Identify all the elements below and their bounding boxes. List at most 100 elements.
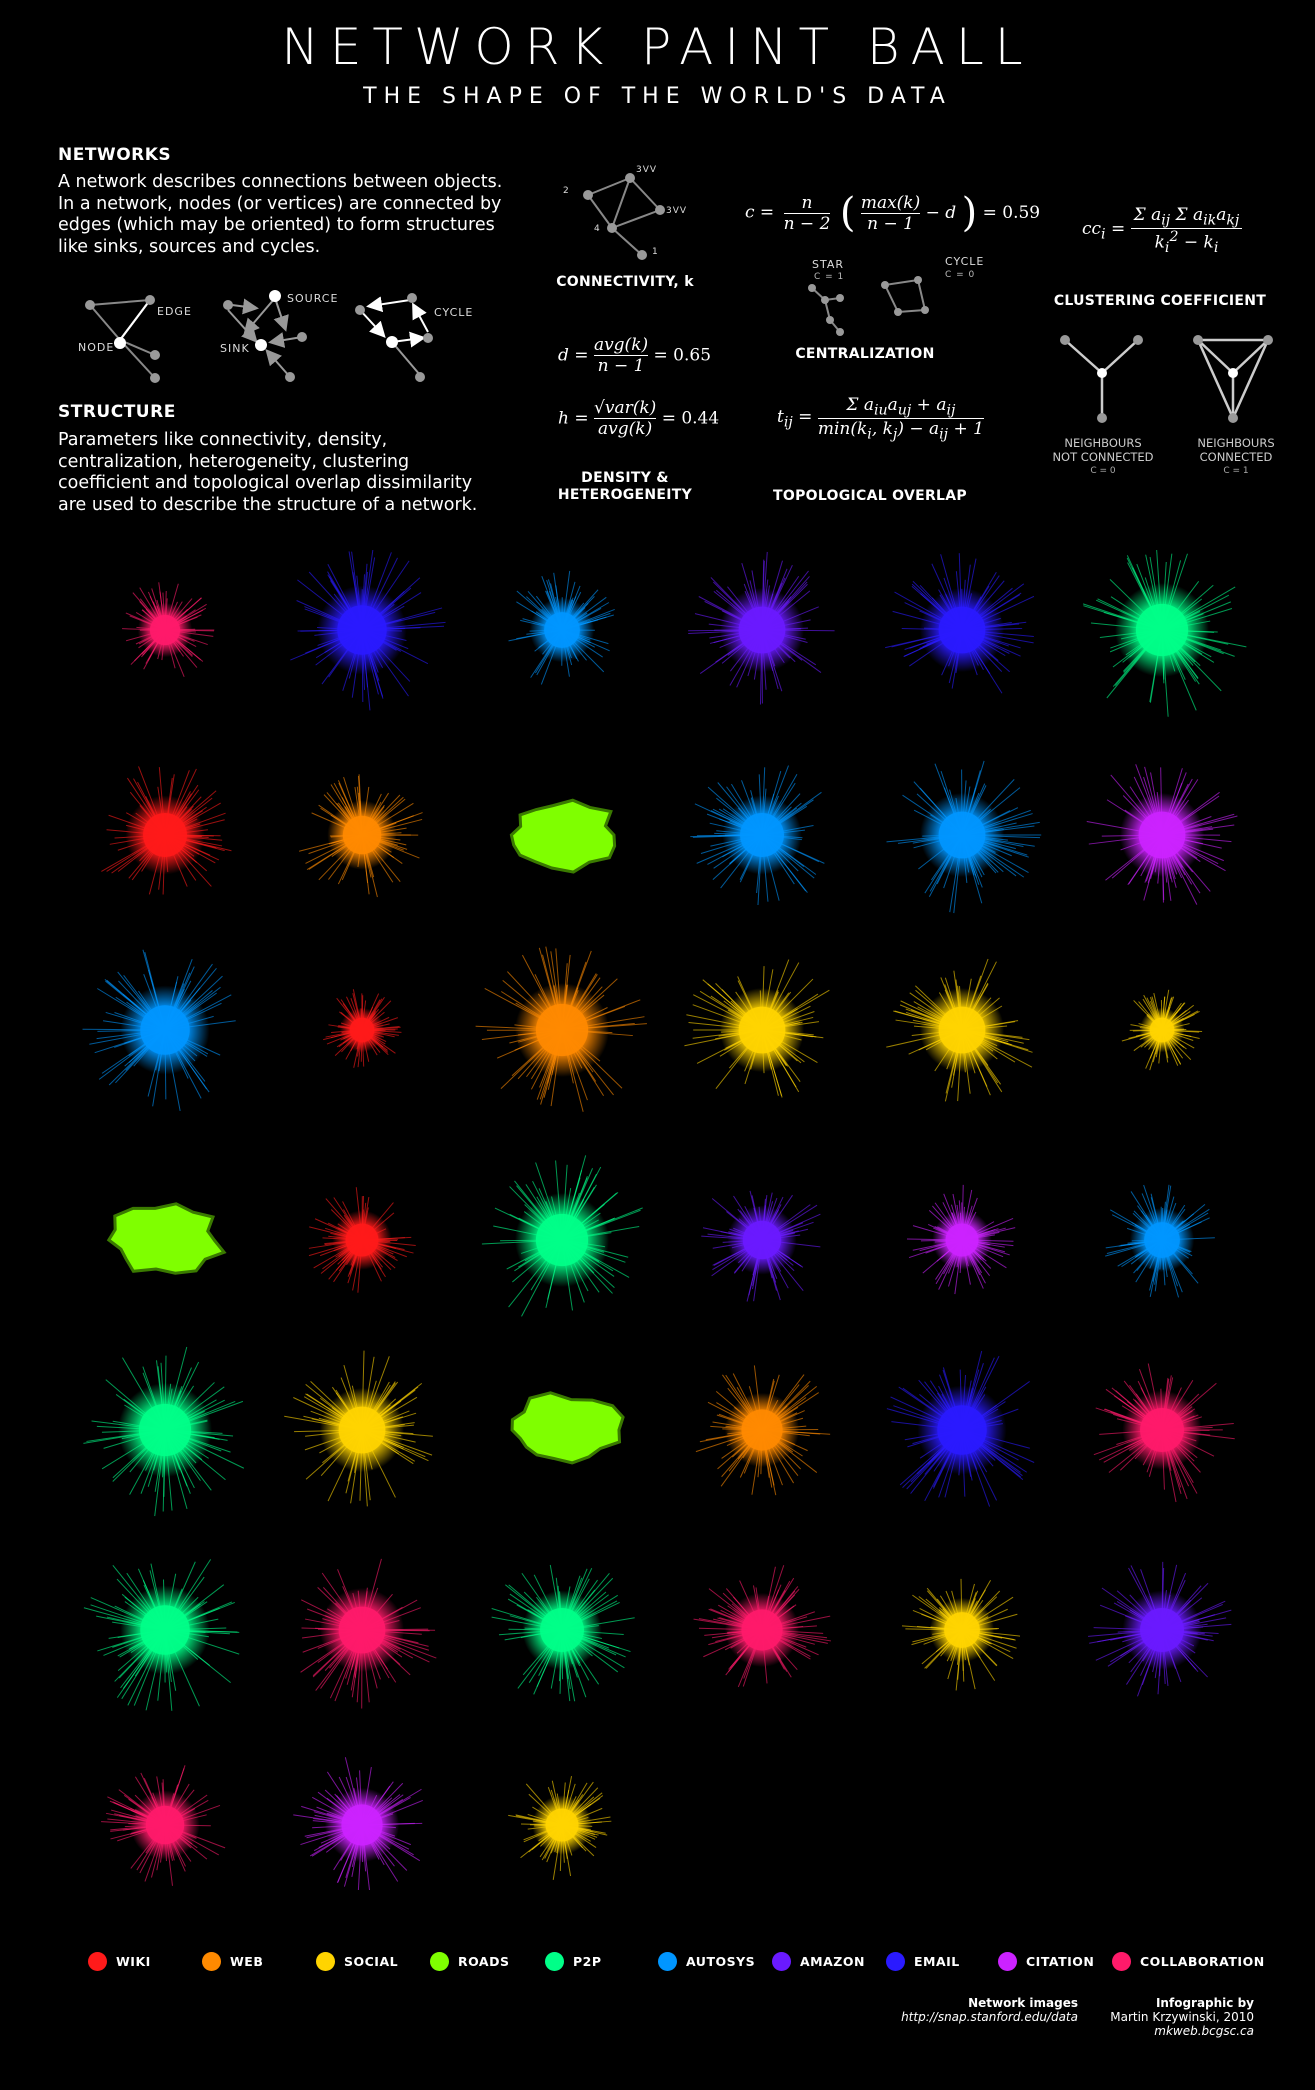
- network-blob: [693, 1565, 832, 1688]
- heterogeneity-value: = 0.44: [661, 408, 720, 429]
- network-blob: [886, 958, 1033, 1102]
- page-title: NETWORK PAINT BALL: [281, 18, 1034, 76]
- network-blob: [1121, 989, 1203, 1071]
- legend-label: ROADS: [458, 1954, 510, 1969]
- network-blob: [475, 946, 647, 1112]
- network-blob: [122, 582, 215, 677]
- network-blob: [684, 959, 830, 1098]
- neighbours-not-connected: NEIGHBOURS NOT CONNECTED C = 0: [1052, 436, 1154, 476]
- structure-heading: STRUCTURE: [58, 402, 176, 422]
- network-blob: [510, 1391, 625, 1465]
- network-blob: [508, 1776, 612, 1880]
- page-subtitle: THE SHAPE OF THE WORLD'S DATA: [363, 84, 952, 109]
- network-blob: [308, 1187, 416, 1293]
- legend-dot: [316, 1952, 335, 1971]
- network-blob: [906, 1184, 1016, 1295]
- legend-dot: [998, 1952, 1017, 1971]
- cycle-c-value: C = 0: [945, 270, 976, 280]
- sink-label: SINK: [220, 342, 250, 355]
- legend-item-roads: ROADS: [430, 1952, 509, 1971]
- network-blob: [901, 1578, 1021, 1691]
- cycle-example-label: CYCLE: [945, 255, 985, 268]
- cycle-label: CYCLE: [434, 306, 474, 319]
- conn-node-2: 2: [563, 186, 570, 196]
- cycle-diagram: [359, 296, 429, 348]
- legend-item-p2p: P2P: [545, 1952, 602, 1971]
- connectivity-diagram: [583, 173, 665, 260]
- networks-heading: NETWORKS: [58, 145, 172, 165]
- network-blob: [886, 1350, 1035, 1507]
- legend-label: SOCIAL: [344, 1954, 399, 1969]
- legend-label: P2P: [573, 1954, 602, 1969]
- network-blob: [293, 1757, 423, 1890]
- network-blob: [491, 1564, 635, 1702]
- network-blob: [300, 1558, 437, 1709]
- node-label: NODE: [78, 341, 115, 354]
- network-blob: [695, 1365, 831, 1496]
- network-blob: [323, 989, 402, 1068]
- network-blob: [508, 570, 615, 685]
- conn-node-3a: 3VV: [636, 165, 658, 175]
- legend-dot: [658, 1952, 677, 1971]
- network-blob-grid: [82, 550, 1247, 1890]
- infographic-credit: Infographic by Martin Krzywinski, 2010 m…: [1110, 1996, 1254, 2038]
- network-blob: [101, 1765, 226, 1886]
- clustering-diagram: [1060, 335, 1273, 423]
- network-blob: [1088, 1561, 1232, 1697]
- source-label: SOURCE: [287, 292, 339, 305]
- legend-item-wiki: WIKI: [88, 1952, 151, 1971]
- legend-dot: [88, 1952, 107, 1971]
- network-blob: [290, 550, 446, 711]
- network-blob: [106, 1202, 227, 1275]
- legend-label: WIKI: [116, 1954, 151, 1969]
- density-label: DENSITY & HETEROGENEITY: [557, 470, 693, 503]
- network-blob: [1093, 1363, 1235, 1503]
- centralization-diagram: [808, 276, 929, 336]
- conn-node-1: 1: [652, 247, 659, 257]
- network-blob: [886, 760, 1042, 914]
- network-blob: [481, 1155, 643, 1317]
- network-examples-diagram: [85, 290, 433, 383]
- clustering-equation: cci = Σ aij Σ aikakj ki2 − ki: [1082, 205, 1243, 256]
- conn-node-4: 4: [594, 224, 601, 234]
- heterogeneity-equation: h = √var(k) avg(k) = 0.44: [558, 398, 720, 439]
- neighbours-connected: NEIGHBOURS CONNECTED C = 1: [1197, 436, 1275, 476]
- connectivity-label: CONNECTIVITY, k: [556, 274, 694, 290]
- network-blob: [83, 1559, 240, 1711]
- legend-dot: [430, 1952, 449, 1971]
- legend-item-amazon: AMAZON: [772, 1952, 865, 1971]
- networks-text: A network describes connections between …: [58, 172, 503, 257]
- edge-label: EDGE: [157, 305, 192, 318]
- legend-item-autosys: AUTOSYS: [658, 1952, 755, 1971]
- centralization-label: CENTRALIZATION: [795, 346, 935, 362]
- legend-dot: [772, 1952, 791, 1971]
- network-blob: [82, 949, 236, 1112]
- legend-dot: [545, 1952, 564, 1971]
- network-blob: [298, 774, 423, 898]
- density-equation: d = avg(k) n − 1 = 0.65: [558, 335, 712, 376]
- legend-dot: [886, 1952, 905, 1971]
- network-blob: [885, 553, 1035, 694]
- network-blob: [701, 1190, 821, 1302]
- legend-item-web: WEB: [202, 1952, 263, 1971]
- conn-node-3b: 3VV: [666, 206, 688, 216]
- source-sink-diagram: [227, 297, 303, 378]
- network-blob: [509, 798, 617, 874]
- network-blob: [1105, 1184, 1215, 1298]
- network-blob: [688, 551, 835, 705]
- structure-text: Parameters like connectivity, density, c…: [58, 430, 478, 515]
- network-blob: [284, 1350, 433, 1507]
- centralization-value: = 0.59: [982, 203, 1041, 223]
- legend-item-email: EMAIL: [886, 1952, 960, 1971]
- network-images-credit: Network images http://snap.stanford.edu/…: [901, 1996, 1078, 2024]
- legend-dot: [1112, 1952, 1131, 1971]
- network-blob: [1082, 550, 1247, 717]
- star-c-value: C = 1: [814, 272, 845, 282]
- network-blob: [83, 1346, 245, 1517]
- legend-item-social: SOCIAL: [316, 1952, 398, 1971]
- topological-label: TOPOLOGICAL OVERLAP: [773, 488, 967, 504]
- clustering-label: CLUSTERING COEFFICIENT: [1053, 293, 1267, 309]
- network-blob: [1086, 764, 1238, 905]
- legend-label: AMAZON: [800, 1954, 865, 1969]
